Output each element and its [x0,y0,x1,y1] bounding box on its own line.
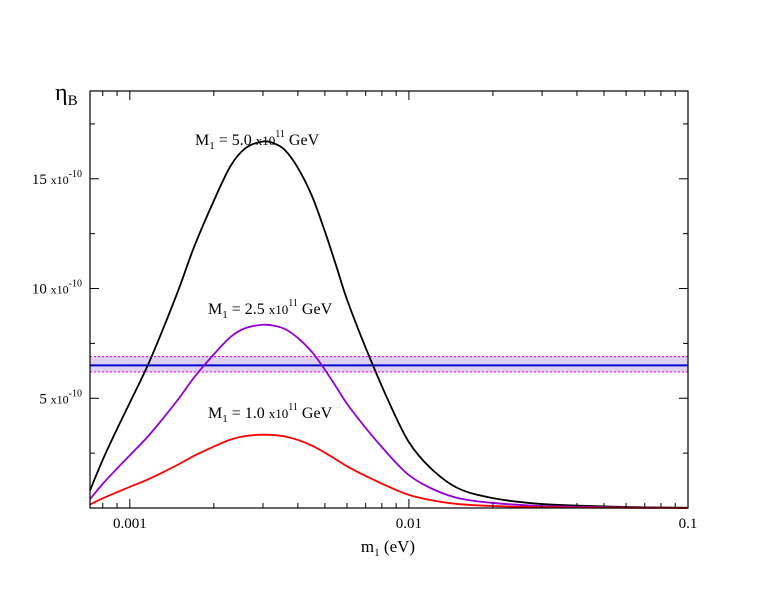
curve-label-exponent: 11 [288,402,298,413]
y-tick-exponent: -10 [69,169,82,180]
x-axis-subscript: 1 [374,547,380,559]
curve-label: M1 = 5.0 x1011 GeV [195,129,320,152]
y-tick-label: 5 x10-10 [39,388,82,407]
curve-label-unit: GeV [298,301,333,318]
curve-label-unit: GeV [298,405,333,422]
y-tick-base: x10 [51,173,69,187]
x-tick-label: 0.001 [113,516,147,532]
curve-label-subscript: 1 [222,309,228,321]
curve-label: M1 = 1.0 x1011 GeV [208,402,333,425]
x-tick-label: 0.01 [396,516,422,532]
y-tick-mantissa: 15 [32,172,51,188]
curve-label-base: x10 [269,302,289,317]
curve-m1-1.0e11 [89,433,689,509]
curve-label-exponent: 11 [275,129,285,140]
curve-label-unit: GeV [285,132,320,149]
x-axis-title: m1 (eV) [361,537,415,559]
y-tick-mantissa: 10 [32,282,51,298]
y-axis-title: ηB [55,80,78,109]
axis-layer [89,90,689,509]
plot-frame [89,90,689,509]
curve-label-mass: M [208,405,222,422]
curve-label: M1 = 2.5 x1011 GeV [208,298,333,321]
curve-m1-2.5e11 [89,323,689,509]
curve-label-subscript: 1 [222,413,228,425]
curve-label-mass: M [195,132,209,149]
y-tick-exponent: -10 [69,388,82,399]
observed-band-fill [90,356,688,372]
x-axis-symbol: m [361,537,374,556]
curve-layer [89,140,689,509]
observed-band-layer [90,355,688,373]
y-tick-base: x10 [51,392,69,406]
curve-label-value: = 2.5 [228,301,269,318]
x-tick-label: 0.1 [679,516,698,532]
curve-label-subscript: 1 [209,140,215,152]
y-axis-subscript: B [68,93,78,109]
y-tick-label: 15 x10-10 [32,169,82,188]
curve-label-base: x10 [269,406,289,421]
curve-m1-5.0e11 [89,140,689,509]
curve-label-base: x10 [256,133,276,148]
y-tick-mantissa: 5 [39,391,50,407]
curve-label-value: = 1.0 [228,405,269,422]
curve-label-value: = 5.0 [215,132,256,149]
y-tick-base: x10 [51,283,69,297]
y-tick-label: 10 x10-10 [32,279,82,298]
x-axis-unit: (eV) [380,537,415,556]
curve-label-mass: M [208,301,222,318]
y-axis-symbol: η [55,80,68,106]
curve-label-exponent: 11 [288,298,298,309]
y-tick-exponent: -10 [69,279,82,290]
